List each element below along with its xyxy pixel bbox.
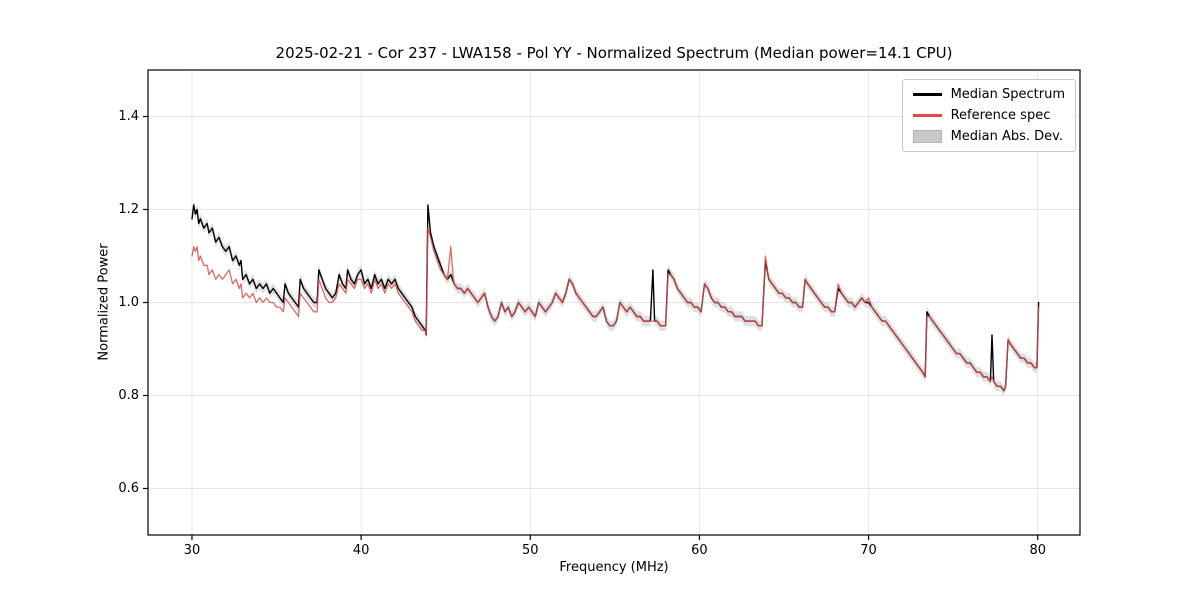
x-axis-label: Frequency (MHz): [559, 560, 669, 575]
y-tick-label: 1.4: [118, 109, 139, 124]
x-tick-label: 70: [860, 543, 877, 558]
legend-entry-mad: Median Abs. Dev.: [912, 129, 1065, 144]
axis-ticks: 30 40 50 60 70 80 0.6 0.8 1.0 1.2 1.4: [118, 109, 1046, 558]
legend: Median Spectrum Reference spec Median Ab…: [901, 79, 1076, 152]
legend-label-median: Median Spectrum: [950, 87, 1065, 102]
x-tick-label: 30: [184, 543, 201, 558]
mad-band: [192, 199, 1039, 396]
x-tick-label: 50: [522, 543, 539, 558]
y-axis-label: Normalized Power: [96, 243, 112, 361]
x-tick-label: 40: [353, 543, 370, 558]
y-tick-label: 0.8: [118, 388, 139, 403]
legend-entry-median: Median Spectrum: [912, 87, 1065, 102]
legend-entry-reference: Reference spec: [912, 108, 1065, 123]
median-spectrum-line: [191, 204, 1040, 392]
mad-band-swatch: [912, 130, 942, 143]
reference-line-swatch: [912, 114, 942, 117]
y-tick-label: 0.6: [118, 481, 139, 496]
median-line-swatch: [912, 93, 942, 96]
chart-title: 2025-02-21 - Cor 237 - LWA158 - Pol YY -…: [275, 44, 953, 62]
reference-spectrum-line: [191, 227, 1040, 392]
y-tick-label: 1.2: [118, 202, 139, 217]
y-tick-label: 1.0: [118, 295, 139, 310]
legend-label-reference: Reference spec: [950, 108, 1051, 123]
x-tick-label: 60: [691, 543, 708, 558]
legend-label-mad: Median Abs. Dev.: [950, 129, 1064, 144]
x-tick-label: 80: [1029, 543, 1046, 558]
